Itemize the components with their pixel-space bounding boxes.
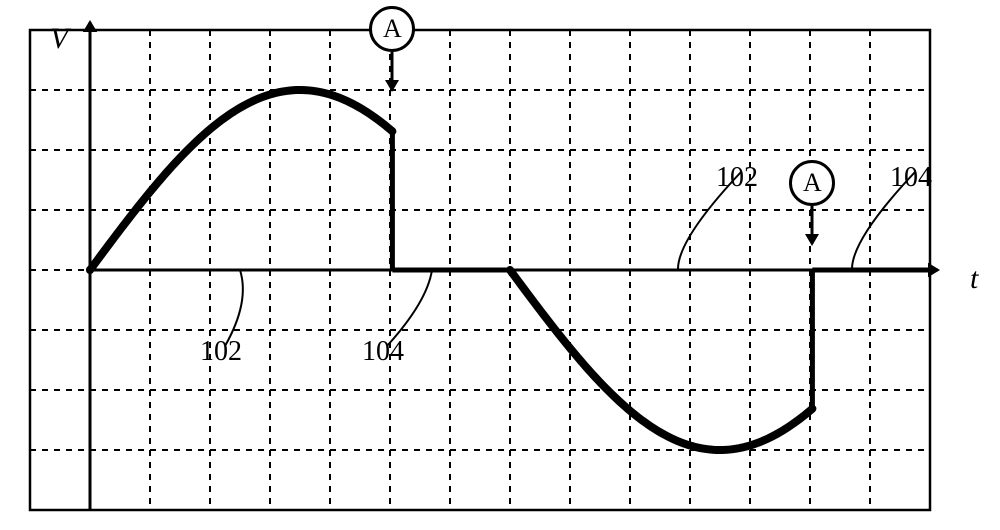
event-marker-circle: A (369, 6, 415, 52)
event-marker-circle: A (789, 160, 835, 206)
event-marker: A (369, 6, 415, 94)
ref-label: 102 (716, 162, 758, 194)
event-marker: A (789, 160, 835, 248)
ref-label: 104 (362, 336, 404, 368)
event-marker-arrow-icon (380, 52, 404, 94)
figure-root: V t 102 104 102 104 A A (0, 0, 1000, 530)
plot-svg (0, 0, 1000, 530)
ref-label: 102 (200, 336, 242, 368)
event-marker-arrow-icon (800, 206, 824, 248)
axes (83, 20, 940, 510)
ref-label: 104 (890, 162, 932, 194)
x-axis-label: t (970, 262, 978, 296)
y-axis-label: V (50, 22, 68, 56)
